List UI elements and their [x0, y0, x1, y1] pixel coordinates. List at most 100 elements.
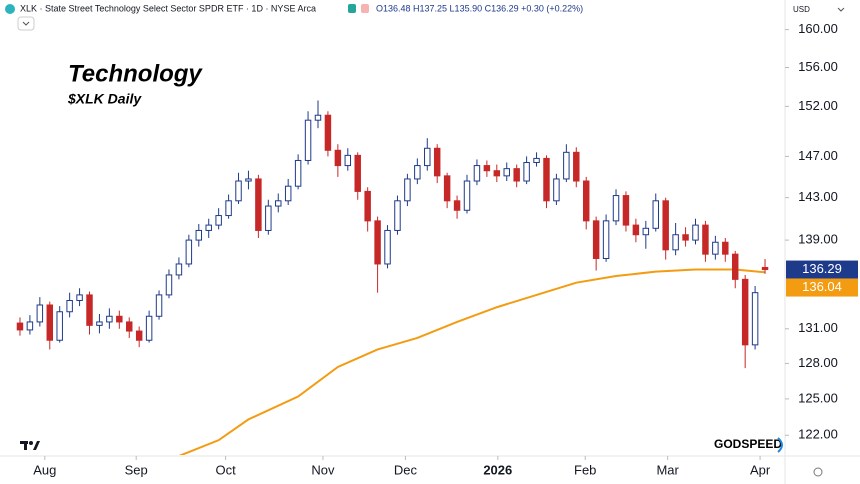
candle-body	[265, 205, 272, 231]
candle-body	[582, 180, 590, 222]
candle-body	[692, 224, 699, 241]
candle-body	[354, 154, 361, 192]
candle-body	[255, 178, 262, 231]
candle-body	[394, 200, 401, 231]
status-dot	[348, 4, 356, 13]
candle-body	[225, 200, 232, 217]
candle-body	[364, 190, 371, 222]
candle-body	[682, 234, 689, 241]
currency[interactable]: USD	[793, 5, 810, 14]
plot-area	[16, 100, 769, 455]
candle-body	[443, 175, 451, 202]
candle-body	[642, 227, 650, 236]
candle-body	[66, 299, 73, 313]
candle-body	[36, 304, 44, 323]
candle-body	[116, 315, 123, 323]
candle-body	[493, 170, 501, 177]
candle-body	[632, 224, 640, 236]
collapse-button[interactable]	[17, 16, 35, 31]
candle-body	[245, 178, 252, 182]
x-tick-label: Aug	[33, 462, 56, 477]
candle-body	[602, 220, 610, 260]
chevron	[837, 7, 845, 12]
chart-subtitle: $XLK Daily	[67, 91, 142, 107]
candle-body	[165, 274, 173, 296]
candle-body	[126, 321, 133, 332]
candle-body	[751, 292, 759, 346]
candle-body	[344, 154, 352, 167]
candle-body	[731, 253, 739, 280]
settings-button[interactable]	[813, 467, 823, 477]
candle-body	[106, 315, 113, 323]
price-label-box	[786, 278, 858, 297]
candle-body	[424, 147, 431, 167]
candle-body	[294, 159, 302, 187]
candle-body	[761, 266, 769, 271]
candle-body	[374, 220, 381, 265]
candle-body	[284, 185, 292, 202]
candle-body	[304, 119, 312, 161]
candle-body	[195, 229, 203, 241]
candle-body	[612, 195, 620, 222]
candle-body	[473, 165, 481, 182]
y-tick-label: 160.00	[798, 21, 838, 36]
y-tick-label: 143.00	[798, 189, 838, 204]
y-tick-label: 139.00	[798, 232, 838, 247]
candle-body	[553, 178, 560, 202]
candle-body	[324, 114, 332, 151]
chart-title: Technology	[68, 60, 203, 87]
candle-body	[314, 114, 322, 121]
x-tick-label: Mar	[656, 462, 679, 477]
candle-body	[433, 147, 441, 177]
candle-body	[135, 330, 143, 341]
symbol-line: XLK · State Street Technology Select Sec…	[20, 3, 316, 13]
x-tick-label: Feb	[574, 462, 596, 477]
candle-body	[56, 311, 63, 341]
candle-body	[563, 151, 570, 180]
x-tick-label: Dec	[394, 462, 418, 477]
candle-body	[16, 322, 24, 331]
price-label: 136.04	[802, 279, 842, 294]
candle-body	[453, 200, 461, 211]
candle-body	[145, 315, 153, 341]
y-tick-label: 156.00	[798, 59, 838, 74]
y-tick-label: 131.00	[798, 320, 838, 335]
candle-body	[741, 278, 749, 346]
candle-body	[712, 241, 719, 255]
candle-body	[722, 241, 729, 255]
price-label: 136.29	[802, 261, 842, 276]
symbol-icon	[5, 4, 15, 14]
candle-body	[275, 200, 282, 207]
candle-body	[404, 178, 411, 202]
candle-body	[662, 200, 669, 251]
candle-body	[46, 304, 54, 341]
watermark: GODSPEED	[714, 437, 782, 451]
candle-body	[672, 234, 679, 251]
x-tick-label: Sep	[125, 462, 148, 477]
y-tick-label: 147.00	[798, 148, 838, 163]
x-tick-label: 2026	[483, 462, 512, 477]
moving-average	[178, 268, 766, 455]
status-dot	[361, 4, 369, 13]
y-tick-label: 128.00	[798, 355, 838, 370]
candle-body	[215, 215, 222, 226]
candle-body	[622, 195, 630, 226]
x-tick-label: Oct	[215, 462, 236, 477]
candle-body	[652, 200, 659, 229]
candle-body	[334, 149, 342, 167]
candle-body	[523, 162, 530, 182]
logo	[20, 441, 40, 450]
candle-body	[96, 321, 103, 326]
candle-body	[235, 180, 242, 202]
candle-body	[483, 165, 491, 172]
candle-body	[175, 263, 183, 276]
candle-body	[384, 229, 391, 265]
watermark-mark	[777, 437, 783, 453]
y-tick-label: 122.00	[798, 427, 838, 442]
candle-body	[702, 224, 709, 255]
candle-body	[592, 220, 600, 260]
chevron	[22, 21, 30, 26]
candle-body	[76, 294, 83, 301]
candle-body	[414, 165, 421, 180]
